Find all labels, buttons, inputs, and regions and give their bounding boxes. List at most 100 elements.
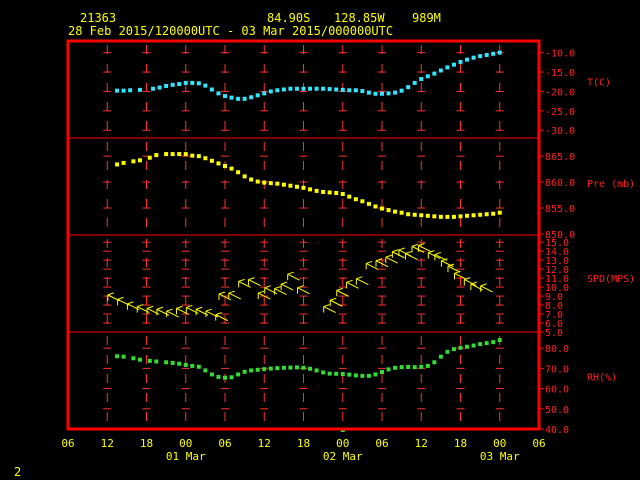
humidity-point: [308, 366, 313, 371]
wind-barb: [336, 287, 349, 297]
pressure-point: [321, 189, 326, 194]
pressure-point: [314, 188, 319, 193]
pressure-point: [164, 152, 169, 157]
pressure-point: [177, 152, 182, 157]
y-tick-label: 855.0: [545, 204, 575, 215]
humidity-point: [380, 370, 384, 375]
wind-barb-shaft: [238, 280, 251, 288]
wind-barb-head: [464, 277, 471, 281]
humidity-point: [321, 370, 326, 375]
footer-number: 2: [14, 465, 22, 479]
pressure-point: [478, 212, 483, 217]
temperature-point: [115, 88, 120, 93]
grid-layer: [68, 45, 544, 430]
wind-barb-head: [215, 312, 222, 316]
humidity-point: [131, 356, 136, 361]
date-label: 02 Mar: [323, 450, 363, 463]
wind-barb: [385, 254, 399, 264]
temperature-point: [406, 85, 411, 90]
wind-barb: [355, 276, 369, 286]
humidity-point: [478, 342, 483, 347]
humidity-point: [491, 340, 496, 345]
humidity-point: [183, 362, 188, 367]
y-tick-label: 6.0: [545, 319, 563, 330]
x-tick-label: 06: [218, 437, 231, 450]
wind-barb-shaft: [385, 256, 399, 264]
x-tick-label: 00: [493, 437, 506, 450]
wind-barb-shaft: [297, 287, 310, 295]
pressure-point: [154, 153, 159, 158]
wind-barb-shaft: [336, 289, 349, 297]
y-tick-label: -20.0: [545, 87, 575, 98]
pressure-point: [196, 154, 201, 159]
pressure-point: [236, 170, 241, 175]
pressure-point: [484, 212, 489, 217]
pressure-point: [366, 201, 371, 206]
temperature-point: [412, 80, 417, 85]
humidity-point: [154, 359, 159, 364]
humidity-point: [386, 367, 391, 372]
pressure-point: [281, 182, 286, 187]
pressure-point: [471, 213, 476, 218]
humidity-point: [399, 365, 404, 370]
wind-barb-head: [117, 296, 124, 300]
temperature-point: [268, 89, 273, 94]
humidity-point: [242, 369, 247, 374]
pressure-point: [147, 155, 152, 160]
labels-layer: 06 12 18 00 06 12 18 00 06 12 18 00 06 01 Mar 02 Mar 03…: [61, 49, 635, 463]
pressure-point: [308, 187, 313, 192]
humidity-point: [223, 375, 227, 380]
humidity-point: [137, 357, 142, 362]
pressure-point: [216, 161, 221, 166]
wind-barb: [391, 249, 405, 259]
pressure-point: [497, 210, 502, 215]
wind-barb-shaft: [365, 262, 379, 270]
temperature-point: [308, 86, 313, 91]
wind-barb: [375, 258, 389, 268]
temperature-point: [373, 91, 378, 96]
temperature-point: [380, 91, 384, 96]
wind-barb-head: [146, 305, 154, 309]
x-tick-label: 18: [297, 437, 310, 450]
temperature-point: [177, 82, 182, 87]
temperature-point: [445, 65, 450, 70]
temperature-point: [151, 86, 156, 91]
wind-barb-shaft: [447, 265, 461, 273]
pressure-point: [121, 160, 126, 165]
y-tick-label: 9.0: [545, 292, 563, 303]
x-tick-label: 18: [454, 437, 467, 450]
station-lat: 84.90S: [267, 11, 311, 25]
wind-barb-shaft: [287, 273, 300, 281]
humidity-point: [445, 349, 450, 354]
humidity-point: [471, 343, 476, 348]
temperature-point: [497, 50, 502, 55]
station-lon: 128.85W: [334, 11, 385, 25]
wind-barb-shaft: [329, 299, 343, 307]
pressure-point: [255, 179, 260, 184]
wind-barb: [257, 290, 271, 300]
wind-barb: [215, 312, 228, 322]
humidity-point: [438, 354, 443, 359]
pressure-point: [203, 156, 208, 161]
wind-barb-shaft: [405, 253, 418, 261]
humidity-point: [353, 373, 358, 378]
humidity-point: [327, 371, 332, 376]
pressure-point: [137, 158, 142, 163]
y-tick-label: 70.0: [545, 364, 569, 375]
pressure-point: [425, 213, 430, 218]
pressure-axis-label: Pre (mb): [587, 179, 635, 190]
temperature-point: [399, 88, 404, 93]
humidity-point: [419, 364, 424, 369]
time-period: 28 Feb 2015/120000UTC - 03 Mar 2015/0000…: [68, 24, 394, 38]
wind-barb-head: [166, 308, 173, 312]
wind-barb-head: [264, 285, 271, 289]
temperature-point: [491, 51, 496, 56]
temperature-point: [209, 87, 214, 92]
wind-barb-head: [418, 242, 425, 246]
pressure-point: [268, 181, 273, 186]
wind-barb-shaft: [215, 314, 228, 322]
wind-barb-shaft: [356, 278, 369, 286]
wind-barb-shaft: [464, 279, 477, 287]
wind-barb-head: [195, 306, 203, 310]
